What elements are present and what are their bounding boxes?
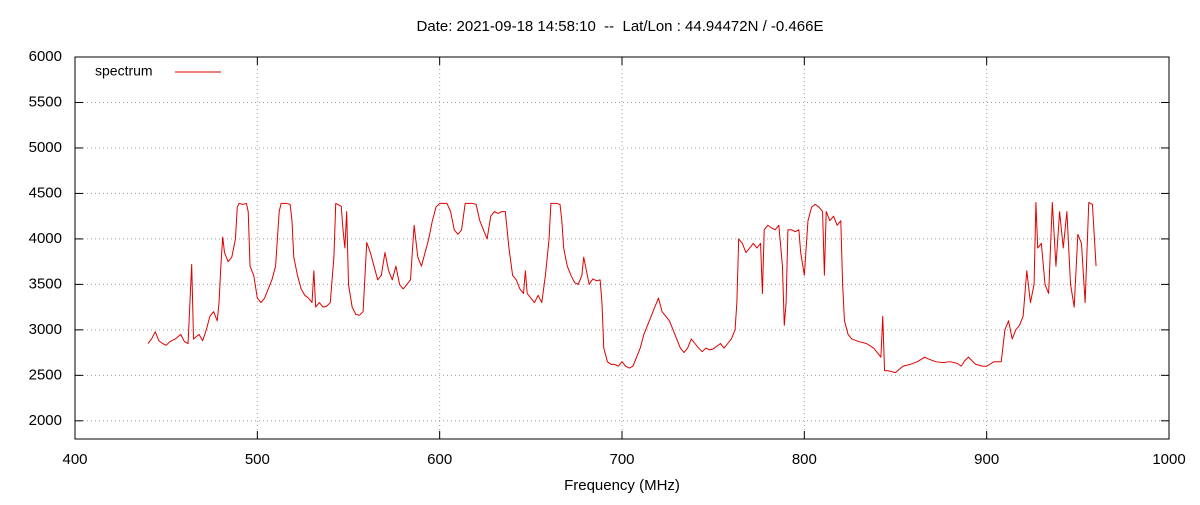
y-tick-label: 5000 [29, 139, 62, 156]
y-tick-label: 4500 [29, 184, 62, 201]
x-tick-label: 900 [974, 451, 999, 468]
x-tick-label: 600 [427, 451, 452, 468]
y-tick-label: 3500 [29, 275, 62, 292]
x-tick-label: 800 [792, 451, 817, 468]
x-tick-label: 1000 [1152, 451, 1185, 468]
spectrum-line [147, 202, 1097, 374]
y-tick-label: 4000 [29, 230, 62, 247]
legend-label: spectrum [95, 63, 153, 79]
x-tick-label: 700 [609, 451, 634, 468]
x-tick-label: 500 [245, 451, 270, 468]
y-tick-label: 3000 [29, 321, 62, 338]
plot-frame [74, 56, 1170, 440]
y-tick-label: 2500 [29, 366, 62, 383]
x-tick-label: 400 [62, 451, 87, 468]
y-tick-label: 5500 [29, 93, 62, 110]
chart-title: Date: 2021-09-18 14:58:10 -- Lat/Lon : 4… [417, 18, 824, 35]
x-axis-label: Frequency (MHz) [564, 477, 680, 494]
y-tick-label: 6000 [29, 48, 62, 65]
y-tick-label: 2000 [29, 412, 62, 429]
